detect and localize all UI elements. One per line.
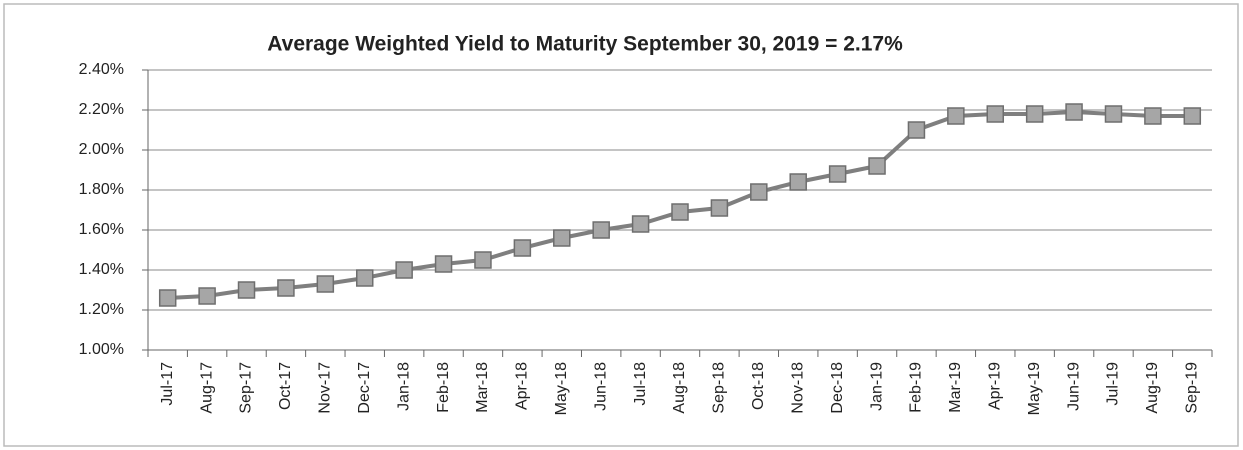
- marker: [631, 215, 650, 233]
- x-tick-label: May-18: [553, 362, 570, 415]
- marker: [947, 107, 965, 125]
- marker: [1183, 107, 1202, 125]
- y-tick-label: 1.20%: [79, 301, 124, 318]
- x-tick-label: Oct-17: [277, 362, 294, 410]
- x-tick-label: Jul-18: [632, 362, 649, 406]
- x-tick-label: May-19: [1026, 362, 1043, 415]
- x-tick-label: Jul-17: [159, 362, 176, 406]
- marker: [553, 229, 571, 247]
- x-tick-label: Dec-18: [829, 362, 846, 414]
- x-tick-label: Feb-19: [908, 362, 925, 413]
- marker: [316, 275, 335, 293]
- x-tick-label: Dec-17: [356, 362, 373, 414]
- x-tick-label: Sep-17: [238, 362, 255, 414]
- y-tick-label: 1.80%: [79, 181, 124, 198]
- marker: [158, 289, 177, 307]
- y-tick-label: 1.40%: [79, 261, 124, 278]
- x-tick-label: Nov-17: [317, 362, 334, 414]
- marker: [592, 221, 610, 239]
- marker: [907, 121, 926, 139]
- marker: [277, 279, 295, 297]
- y-tick-label: 1.60%: [79, 221, 124, 238]
- x-tick-label: Jan-18: [395, 362, 412, 411]
- x-tick-label: Jun-19: [1065, 362, 1082, 411]
- y-tick-label: 1.00%: [79, 341, 124, 358]
- x-tick-label: Nov-18: [789, 362, 806, 414]
- x-tick-label: Aug-19: [1144, 362, 1161, 414]
- x-tick-label: Sep-19: [1184, 362, 1201, 414]
- x-tick-label: Mar-19: [947, 362, 964, 413]
- marker: [1025, 105, 1044, 123]
- y-tick-label: 2.00%: [79, 141, 124, 158]
- x-tick-label: Oct-18: [750, 362, 767, 410]
- marker: [828, 165, 847, 183]
- marker: [434, 255, 453, 273]
- marker: [237, 281, 256, 299]
- marker: [1104, 105, 1123, 123]
- marker: [868, 157, 886, 175]
- x-tick-label: Jul-19: [1105, 362, 1122, 406]
- marker: [355, 269, 374, 287]
- marker: [1065, 103, 1083, 121]
- marker: [395, 261, 413, 279]
- x-tick-label: Feb-18: [435, 362, 452, 413]
- marker: [513, 239, 532, 257]
- chart-title: Average Weighted Yield to Maturity Septe…: [267, 33, 903, 56]
- marker: [474, 251, 492, 269]
- x-tick-label: Aug-17: [198, 362, 215, 414]
- x-tick-label: Aug-18: [671, 362, 688, 414]
- y-tick-label: 2.40%: [79, 61, 124, 78]
- x-tick-label: Jan-19: [868, 362, 885, 411]
- marker: [789, 173, 807, 191]
- marker: [750, 183, 768, 201]
- x-tick-label: Mar-18: [474, 362, 491, 413]
- marker: [1144, 107, 1162, 125]
- marker: [986, 105, 1005, 123]
- marker: [671, 203, 689, 221]
- y-tick-label: 2.20%: [79, 101, 124, 118]
- x-tick-label: Jun-18: [592, 362, 609, 411]
- x-tick-label: Apr-18: [514, 362, 531, 410]
- marker: [198, 287, 216, 305]
- x-tick-label: Sep-18: [711, 362, 728, 414]
- x-tick-label: Apr-19: [986, 362, 1003, 410]
- marker: [710, 199, 729, 217]
